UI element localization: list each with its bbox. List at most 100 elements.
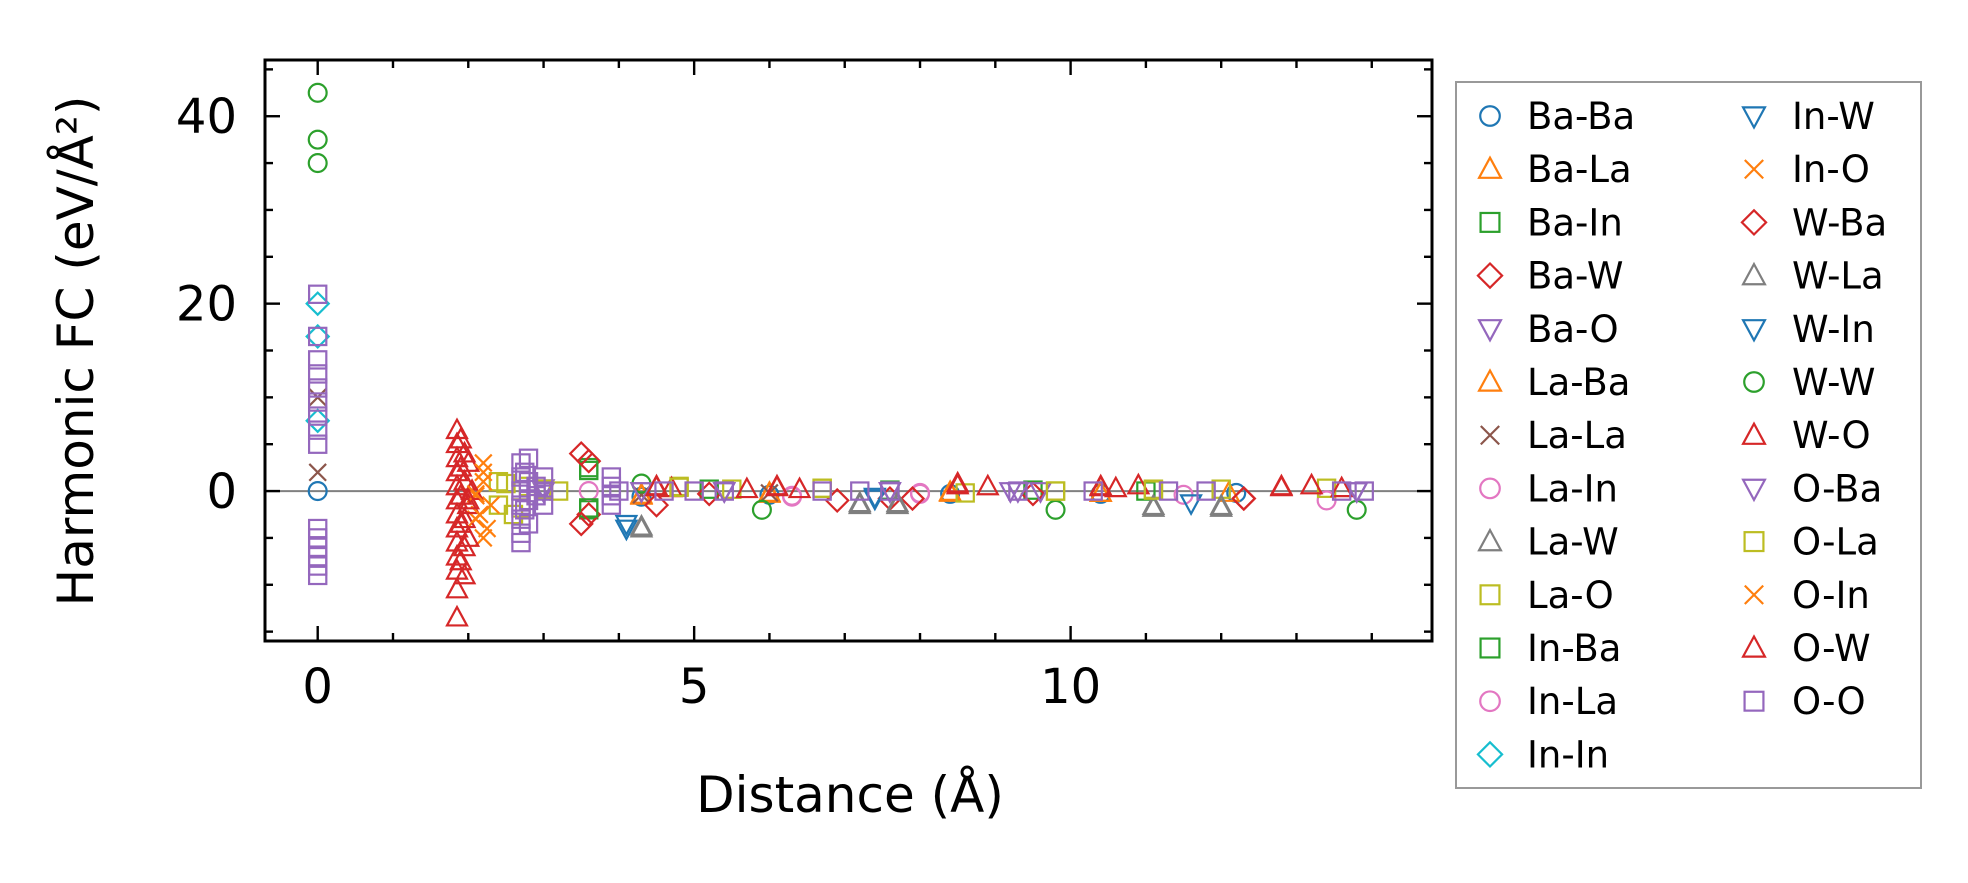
data-point-w-ba: [1231, 485, 1257, 512]
data-point-la-la: [308, 463, 327, 482]
data-point-w-w: [751, 499, 772, 520]
legend-marker-ba-w: [1476, 261, 1504, 290]
data-point-o-o: [307, 406, 328, 426]
legend-marker-ba-o: [1477, 319, 1503, 343]
legend-marker-in-in: [1476, 740, 1504, 769]
legend-label: In-O: [1792, 148, 1870, 191]
data-point-in-o: [481, 495, 501, 515]
data-point-o-o: [533, 481, 554, 501]
legend-label: O-W: [1792, 627, 1871, 670]
x-tick-label: 10: [1040, 659, 1101, 715]
legend-label: In-La: [1527, 680, 1618, 723]
data-point-in-o: [474, 472, 493, 491]
legend-marker-o-in: [1744, 584, 1764, 605]
data-point-w-w: [1045, 499, 1066, 520]
legend-marker-in-ba: [1479, 637, 1501, 659]
legend-marker-in-o: [1744, 159, 1764, 180]
legend-marker-w-in: [1741, 319, 1767, 343]
data-point-o-o: [533, 467, 554, 487]
data-point-o-w: [1269, 474, 1294, 497]
data-point-o-o: [307, 364, 328, 384]
legend-label: La-La: [1527, 414, 1627, 457]
legend-marker-o-w: [1741, 634, 1767, 658]
legend-marker-la-la: [1480, 425, 1500, 446]
x-axis-label: Distance (Å): [696, 766, 1004, 824]
data-point-o-la: [496, 473, 516, 494]
data-point-o-o: [1331, 481, 1352, 501]
legend-label: La-O: [1527, 574, 1614, 617]
data-point-o-la: [1045, 481, 1066, 501]
data-point-w-o: [735, 476, 759, 499]
data-point-w-ba: [568, 511, 594, 537]
y-tick-label: 0: [206, 464, 237, 520]
legend-marker-ba-ba: [1479, 105, 1501, 127]
legend-label: Ba-O: [1527, 308, 1619, 351]
data-point-o-o: [307, 326, 328, 347]
data-point-w-w: [307, 129, 328, 150]
data-point-w-o: [1126, 472, 1151, 495]
data-point-o-ba: [1028, 482, 1053, 504]
data-point-in-ba: [579, 498, 599, 518]
data-point-in-in: [305, 323, 331, 350]
data-point-o-o: [1083, 481, 1103, 501]
legend-label: W-O: [1792, 414, 1871, 457]
legend-label: Ba-La: [1527, 148, 1632, 191]
data-point-w-in: [614, 514, 639, 537]
data-point-o-o: [1008, 481, 1028, 501]
data-point-o-o: [850, 481, 870, 501]
legend-label: In-Ba: [1527, 627, 1621, 670]
x-tick-label: 0: [302, 659, 333, 715]
data-point-o-o: [714, 481, 734, 501]
data-point-o-ba: [629, 482, 654, 504]
data-point-o-o: [511, 532, 531, 553]
legend-label: W-La: [1792, 255, 1884, 298]
data-point-o-w: [448, 454, 473, 477]
data-point-o-o: [307, 350, 328, 370]
legend-label: La-In: [1527, 467, 1618, 510]
data-point-w-la: [847, 490, 872, 513]
legend-marker-w-o: [1741, 421, 1767, 445]
data-point-o-in: [477, 519, 497, 538]
data-point-w-o: [787, 476, 812, 499]
legend-marker-o-o: [1743, 690, 1765, 712]
legend-label: In-W: [1792, 95, 1875, 138]
data-point-o-o: [654, 481, 674, 501]
legend-marker-la-w: [1477, 527, 1503, 552]
data-point-w-o: [445, 576, 469, 599]
y-tick-label: 20: [176, 277, 237, 333]
data-point-o-in: [466, 484, 485, 504]
legend-marker-o-ba: [1741, 478, 1767, 503]
data-point-w-la: [885, 490, 910, 513]
data-point-o-w: [448, 426, 473, 449]
data-point-o-o: [533, 495, 554, 515]
data-point-la-ba: [1088, 480, 1113, 502]
plot-frame: [263, 58, 1434, 643]
data-point-w-ba: [568, 440, 594, 467]
data-point-o-in: [474, 463, 493, 482]
legend-label: O-O: [1792, 680, 1866, 723]
legend-label: Ba-In: [1527, 201, 1623, 244]
data-point-w-la: [629, 513, 654, 536]
data-point-o-o: [518, 448, 539, 468]
y-axis-label: Harmonic FC (eV/Å²): [47, 96, 105, 607]
legend-marker-w-la: [1741, 261, 1767, 286]
data-point-w-in: [863, 487, 887, 510]
legend-marker-la-ba: [1477, 368, 1503, 392]
legend-marker-w-w: [1743, 371, 1765, 393]
data-point-o-o: [812, 481, 832, 501]
data-point-ba-w: [576, 501, 602, 528]
data-point-in-ba: [579, 460, 599, 481]
data-point-ba-ba: [631, 486, 652, 507]
data-point-w-o: [452, 468, 477, 491]
axes: 0 5 10 0 20 40: [176, 58, 1434, 715]
data-point-o-w: [765, 474, 789, 497]
legend-label: W-In: [1792, 308, 1875, 351]
y-tick-label: 40: [176, 89, 237, 145]
data-point-o-o: [880, 481, 900, 501]
data-point-w-w: [307, 153, 328, 174]
data-point-in-in: [305, 408, 331, 434]
data-point-w-ba: [643, 492, 670, 518]
legend-label: In-In: [1527, 733, 1609, 776]
legend-frame: [1455, 81, 1922, 789]
data-point-o-o: [1196, 481, 1216, 501]
